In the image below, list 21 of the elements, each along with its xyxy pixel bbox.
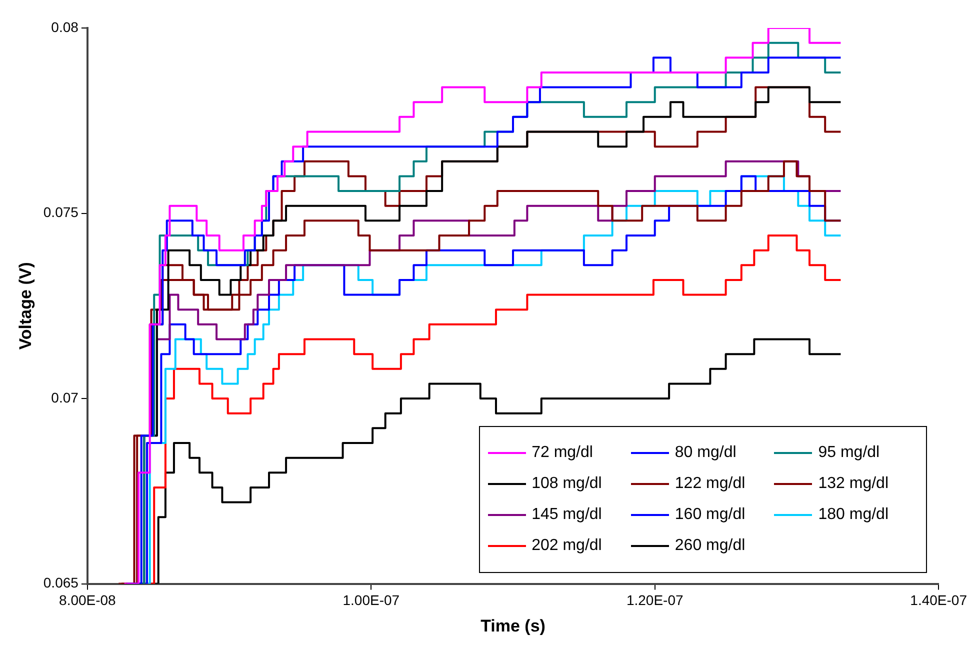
legend-label: 145 mg/dl bbox=[532, 506, 602, 524]
y-tick-label: 0.075 bbox=[43, 204, 79, 220]
x-tick-label: 8.00E-08 bbox=[59, 592, 116, 608]
legend-label: 72 mg/dl bbox=[532, 444, 593, 462]
x-axis-title: Time (s) bbox=[480, 616, 546, 636]
legend-label: 260 mg/dl bbox=[674, 536, 746, 555]
x-tick-label: 1.00E-07 bbox=[342, 592, 400, 608]
legend-label: 95 mg/dl bbox=[818, 444, 880, 462]
y-tick-label: 0.08 bbox=[51, 18, 79, 35]
legend-label: 160 mg/dl bbox=[674, 506, 746, 524]
legend-label: 108 mg/dl bbox=[532, 474, 602, 493]
legend-label: 202 mg/dl bbox=[532, 536, 602, 555]
y-axis-title: Voltage (V) bbox=[16, 262, 35, 350]
x-tick-label: 1.20E-07 bbox=[626, 592, 684, 608]
legend-label: 122 mg/dl bbox=[674, 474, 746, 493]
legend-label: 180 mg/dl bbox=[818, 506, 888, 524]
y-tick-label: 0.07 bbox=[51, 389, 79, 406]
legend-label: 80 mg/dl bbox=[674, 444, 736, 462]
legend-label: 132 mg/dl bbox=[818, 474, 888, 493]
y-tick-label: 0.065 bbox=[43, 574, 79, 591]
x-tick-label: 1.40E-07 bbox=[910, 592, 968, 608]
